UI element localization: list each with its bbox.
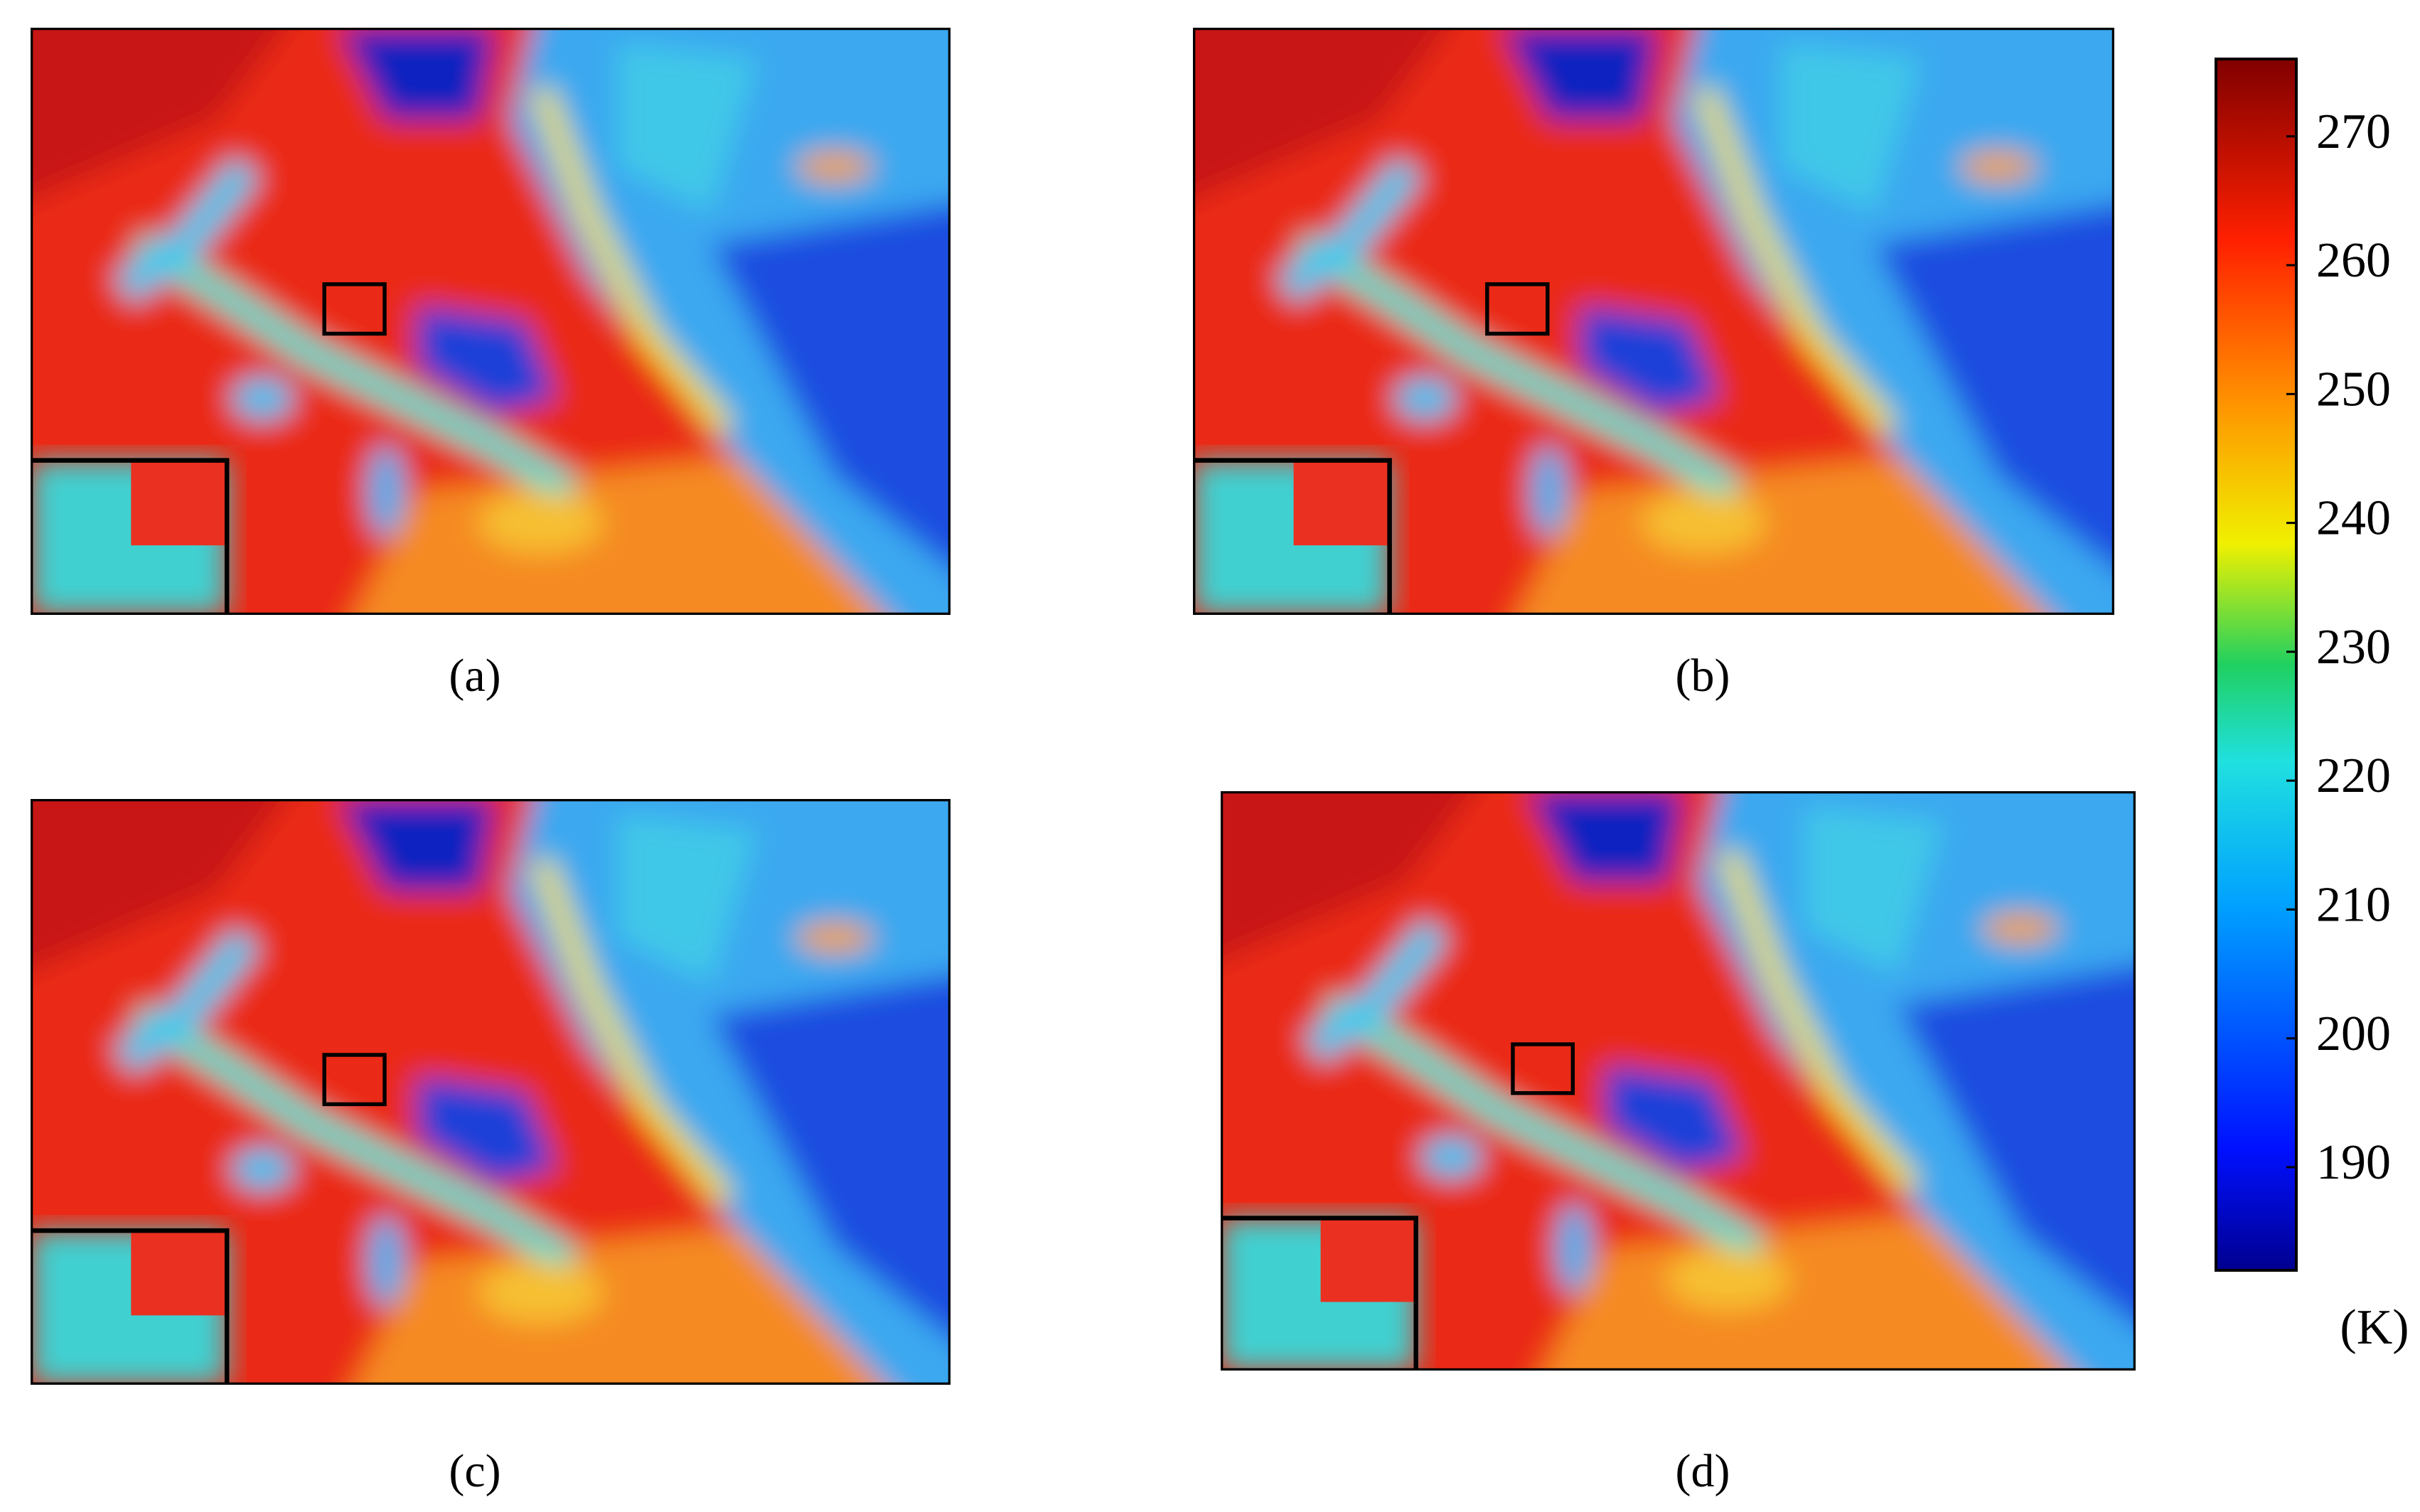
tick-label: 260 [2316, 233, 2391, 288]
image-panel [0, 0, 989, 645]
tick-label: 210 [2316, 877, 2391, 932]
tick-label: 230 [2316, 620, 2391, 675]
colorbar [2215, 58, 2298, 1272]
tick-label: 220 [2316, 749, 2391, 803]
panel-label: (c) [449, 1445, 500, 1497]
image-panel [1190, 761, 2174, 1401]
tick-label: 250 [2316, 362, 2391, 417]
panel-label: (d) [1676, 1445, 1730, 1497]
panel-label: (b) [1676, 650, 1730, 702]
tick-label: 270 [2316, 104, 2391, 159]
colorbar-unit: (K) [2340, 1300, 2409, 1355]
image-panel [0, 768, 989, 1416]
tick-label: 200 [2316, 1007, 2391, 1061]
panel-label: (a) [449, 650, 500, 702]
image-panel [1162, 0, 2153, 645]
tick-label: 240 [2316, 491, 2391, 546]
tick-label: 190 [2316, 1135, 2391, 1190]
